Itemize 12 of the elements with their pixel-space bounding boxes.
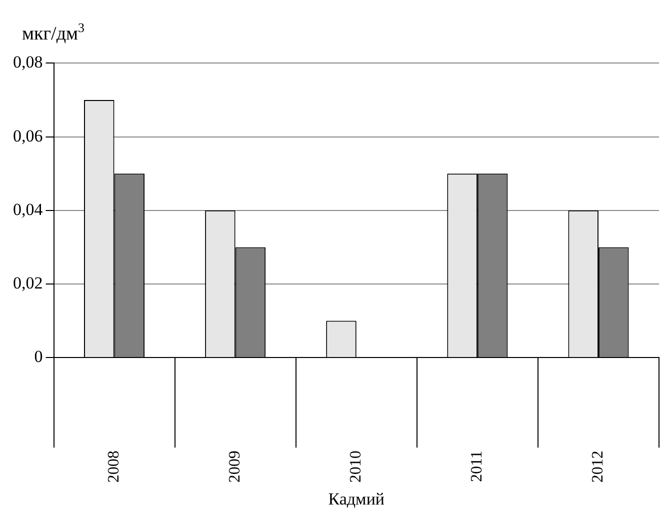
x-tick-label: 2011 bbox=[468, 450, 486, 482]
y-axis-title: мкг/дм$^{3}$ bbox=[22, 20, 85, 46]
x-tick-label: 2008 bbox=[105, 450, 122, 483]
x-tick-label: 2009 bbox=[226, 450, 244, 483]
x-axis-title: Кадмий bbox=[328, 489, 385, 508]
y-tick-label: 0 bbox=[34, 347, 43, 366]
y-tick-label: 0,04 bbox=[13, 200, 44, 219]
y-tick-label: 0,06 bbox=[13, 126, 43, 146]
y-tick-label: 0,02 bbox=[13, 273, 43, 292]
x-tick-label: 2012 bbox=[590, 450, 607, 483]
y-tick-label: 0,08 bbox=[13, 52, 43, 72]
x-tick-label: 2010 bbox=[348, 450, 365, 483]
